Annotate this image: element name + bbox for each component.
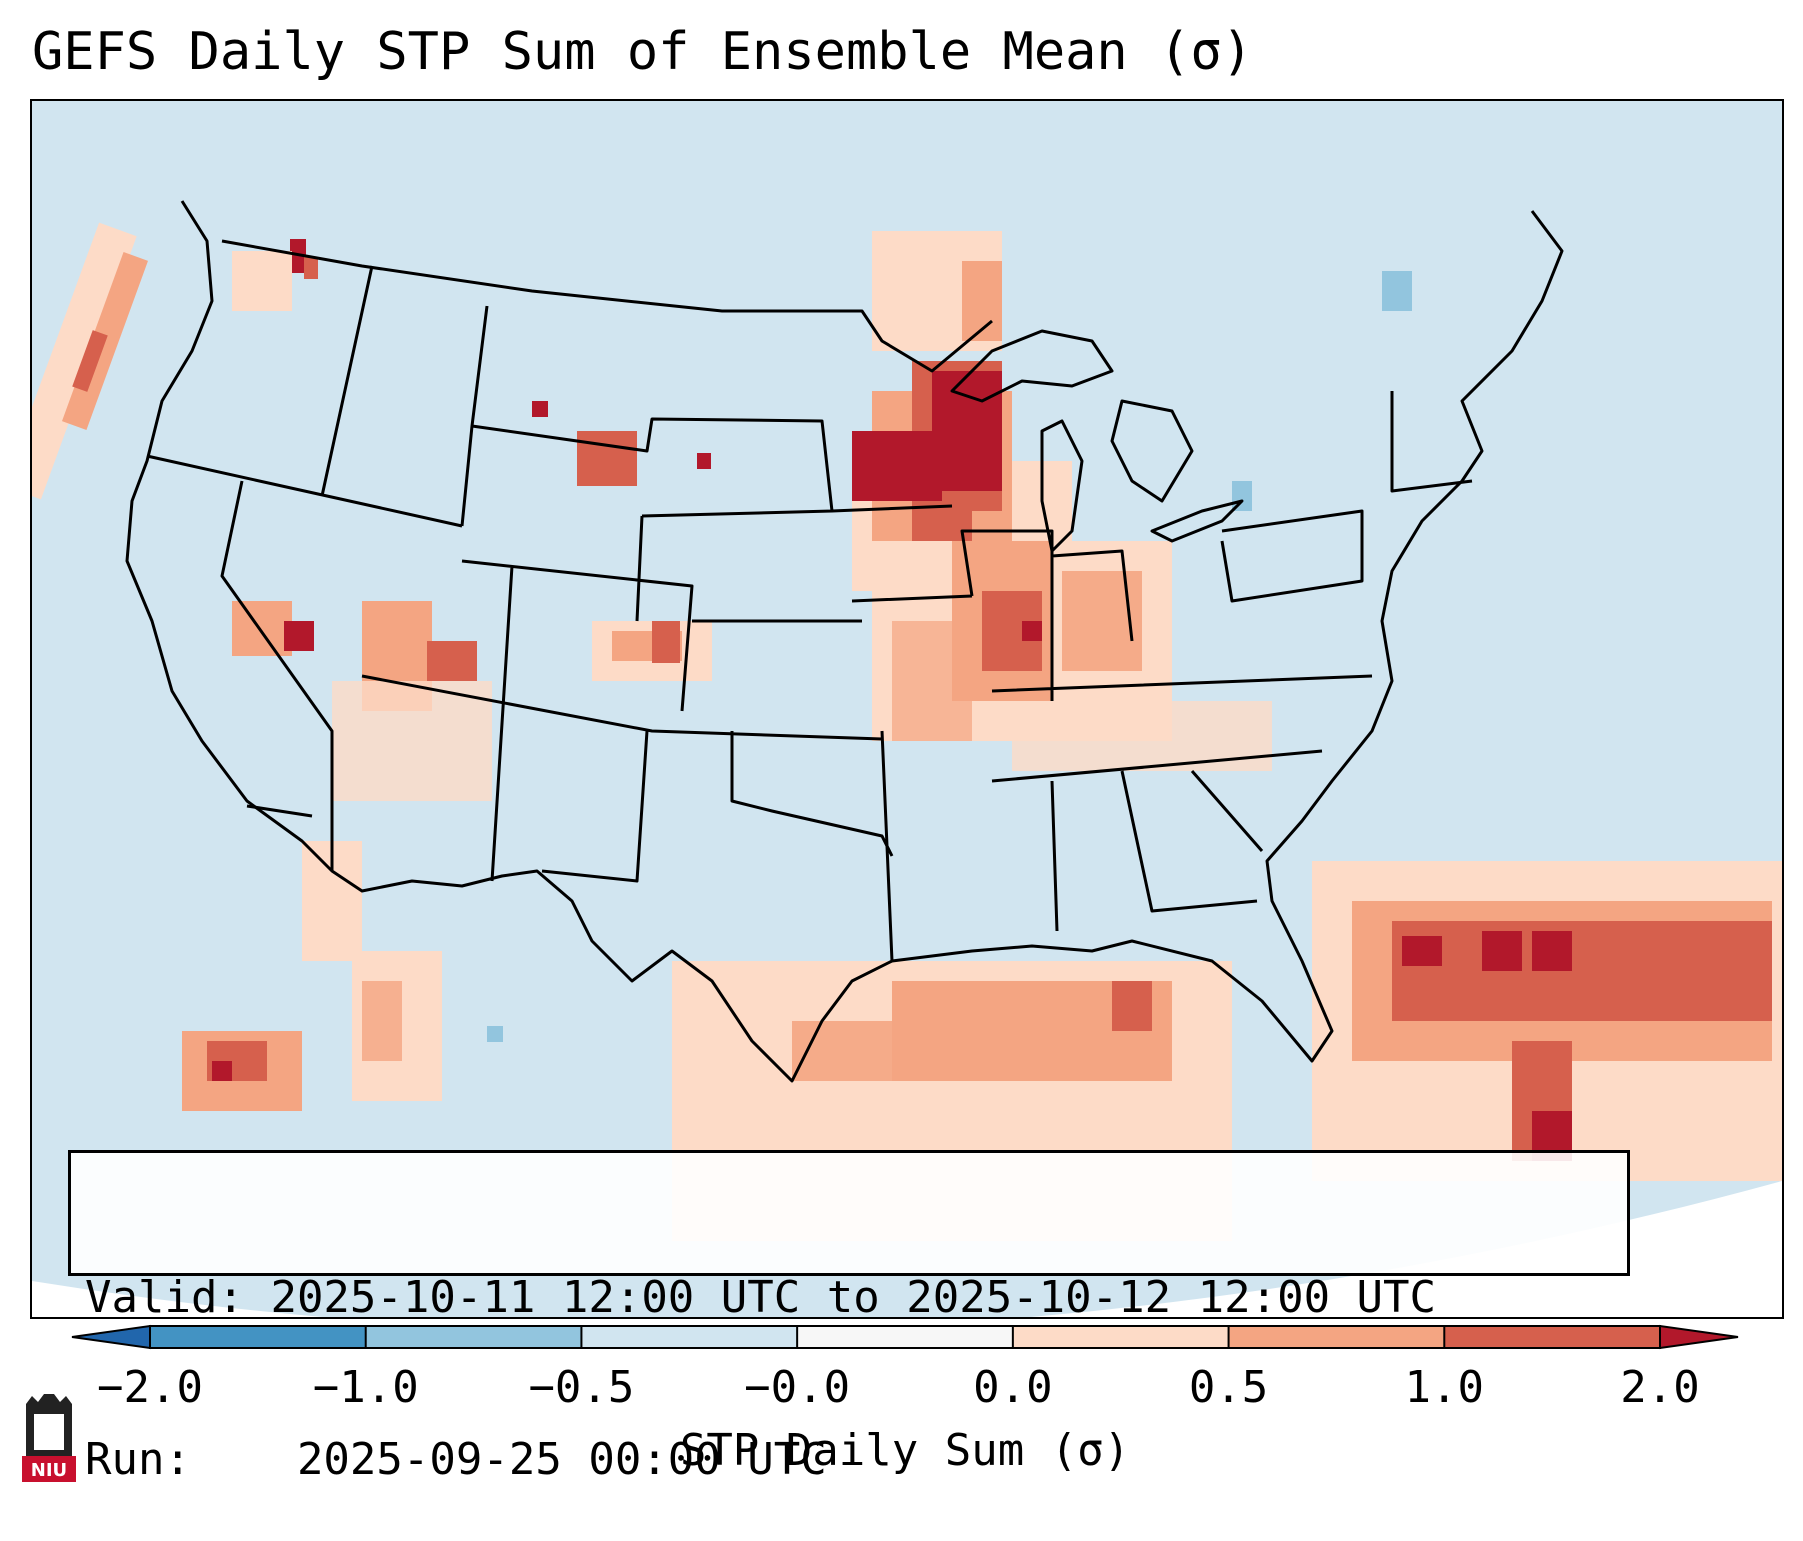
state-lines [146, 265, 1473, 962]
anomaly-cell [1402, 936, 1442, 966]
anomaly-cell [1532, 931, 1572, 971]
anomaly-cell [532, 401, 548, 417]
colorbar-segment [797, 1326, 1013, 1348]
valid-line: Valid: 2025-10-11 12:00 UTC to 2025-10-1… [85, 1271, 1613, 1325]
anomaly-cell [487, 1026, 503, 1042]
anomaly-cell [232, 251, 292, 311]
anomaly-cell [212, 1061, 232, 1081]
niu-university-logo-icon: NIU [22, 1394, 76, 1482]
map-panel [30, 99, 1784, 1319]
anomaly-cell [697, 453, 711, 469]
lake-erie [1150, 499, 1244, 543]
anomaly-cell [427, 641, 477, 681]
colorbar-extend-high [1659, 1324, 1739, 1350]
anomaly-cell [1382, 271, 1412, 311]
colorbar-segment [365, 1326, 582, 1348]
colorbar-tick-label: 1.0 [1404, 1362, 1485, 1413]
anomaly-cell [892, 621, 972, 741]
colorbar-tick-label: −0.5 [528, 1362, 635, 1413]
anomaly-cell [284, 621, 314, 651]
anomaly-cell [852, 431, 942, 501]
anomaly-cell [72, 330, 108, 392]
anomaly-cell [577, 431, 637, 486]
colorbar-tick-label: −1.0 [312, 1362, 419, 1413]
colorbar-segment [1228, 1326, 1445, 1348]
anomaly-cell [652, 621, 680, 663]
anomaly-cell [232, 601, 292, 656]
valid-run-info-box: Valid: 2025-10-11 12:00 UTC to 2025-10-1… [68, 1150, 1630, 1485]
logo-text: NIU [31, 1460, 67, 1481]
anomaly-cell [332, 681, 492, 801]
colorbar-tick-label: −2.0 [97, 1362, 203, 1413]
colorbar-segment [1012, 1326, 1229, 1348]
anomaly-cell [362, 981, 402, 1061]
anomaly-cell [1392, 921, 1772, 1021]
colorbar-segment [581, 1326, 798, 1348]
anomaly-field [32, 222, 1782, 1241]
lake-michigan [1040, 419, 1084, 553]
lake-superior [950, 329, 1114, 403]
colorbar-extend-low [71, 1324, 151, 1350]
run-label: Run: [85, 1434, 191, 1485]
colorbar-tick-label: 0.5 [1188, 1362, 1269, 1413]
colorbar-segment [1444, 1326, 1660, 1348]
colorbar-tick-label: 0.0 [973, 1362, 1053, 1413]
lake-huron [1110, 399, 1194, 503]
run-line: Run: 2025-09-25 00:00 UTC [85, 1433, 1613, 1487]
valid-value: 2025-10-11 12:00 UTC to 2025-10-12 12:00… [270, 1272, 1437, 1323]
anomaly-map [32, 101, 1782, 1317]
logo-window [34, 1414, 64, 1450]
conus-outline [125, 200, 1564, 1083]
anomaly-cell [1482, 931, 1522, 971]
boundaries [125, 200, 1564, 1083]
anomaly-cell [32, 222, 137, 500]
colorbar-segment [150, 1326, 366, 1348]
us-canada-border [221, 239, 993, 373]
anomaly-cell [1112, 981, 1152, 1031]
colorbar-label: STP Daily Sum (σ) [679, 1425, 1131, 1476]
anomaly-cell [932, 371, 1002, 491]
colorbar-tick-label: 2.0 [1620, 1362, 1700, 1413]
logo-banner [22, 1456, 76, 1482]
colorbar [71, 1324, 1739, 1350]
colorbar-tick-label: −0.0 [744, 1362, 851, 1413]
anomaly-cell [1022, 621, 1042, 641]
valid-label: Valid: [85, 1272, 244, 1323]
anomaly-cell [304, 257, 318, 279]
chart-title: GEFS Daily STP Sum of Ensemble Mean (σ) [32, 22, 1253, 82]
run-value: 2025-09-25 00:00 UTC [296, 1434, 827, 1485]
